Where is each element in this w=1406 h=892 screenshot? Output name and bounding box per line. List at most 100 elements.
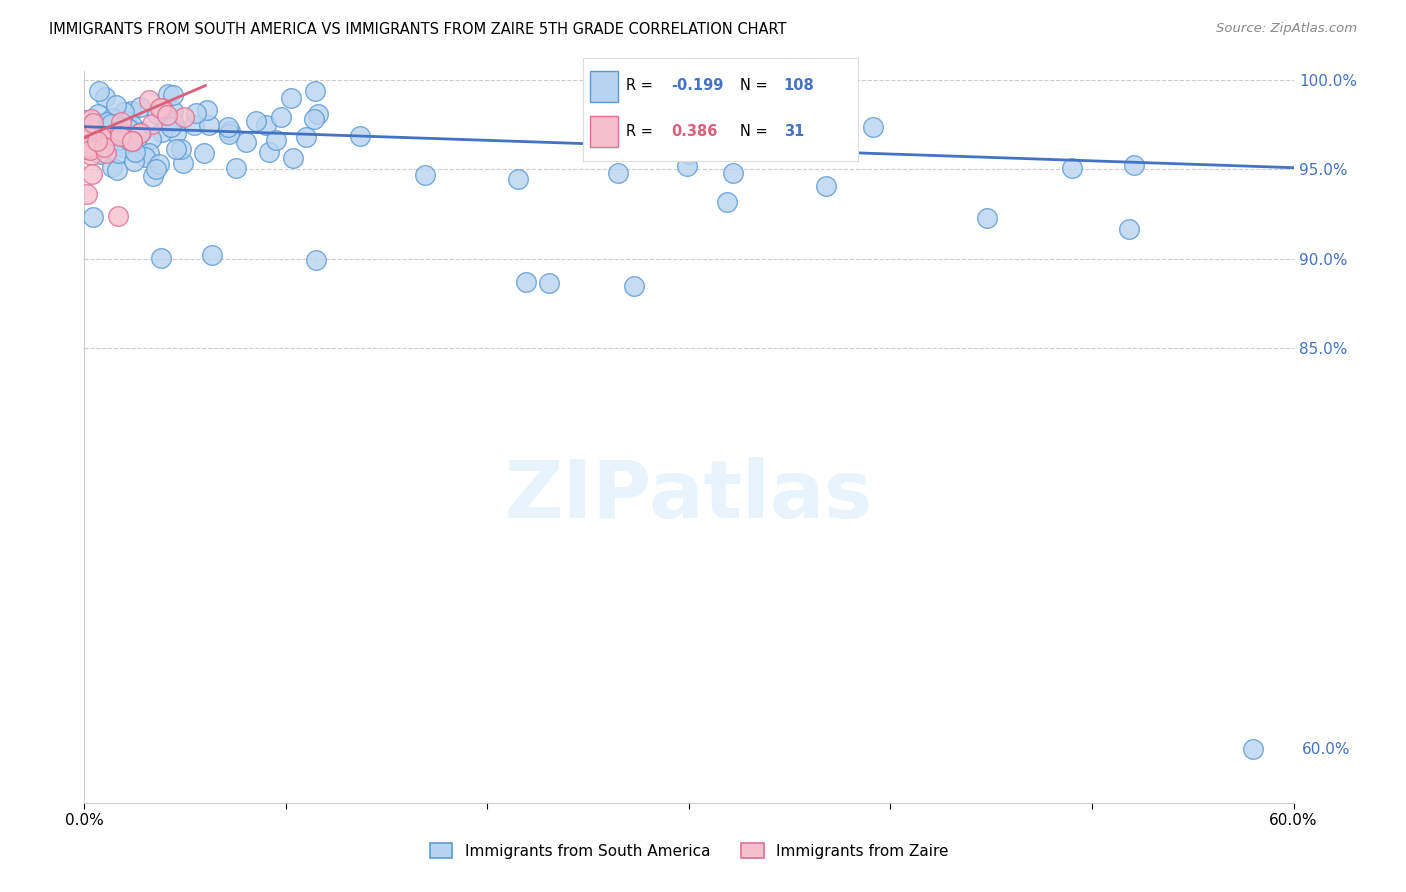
Point	[676, 159, 699, 173]
Point	[79, 126, 101, 140]
Point	[105, 163, 128, 178]
Point	[108, 129, 131, 144]
Point	[110, 120, 132, 134]
Point	[349, 129, 371, 144]
Point	[87, 84, 110, 98]
Point	[89, 147, 111, 161]
Point	[90, 130, 112, 145]
Point	[101, 111, 124, 125]
Point	[148, 157, 170, 171]
Point	[666, 138, 689, 153]
Point	[145, 107, 167, 121]
Point	[515, 275, 537, 289]
Point	[195, 103, 218, 117]
Point	[160, 120, 183, 135]
Point	[976, 211, 998, 226]
Point	[107, 145, 129, 160]
Point	[138, 146, 160, 161]
Point	[636, 127, 658, 141]
Point	[172, 156, 194, 170]
Point	[721, 166, 744, 180]
Point	[87, 107, 110, 121]
Point	[193, 146, 215, 161]
Point	[110, 133, 132, 147]
Point	[1118, 222, 1140, 236]
Point	[218, 124, 240, 138]
Point	[86, 136, 108, 150]
Point	[141, 117, 163, 131]
Point	[304, 84, 326, 98]
Point	[114, 119, 136, 133]
Point	[75, 142, 97, 156]
Point	[91, 139, 114, 153]
Point	[169, 143, 191, 157]
Point	[150, 101, 173, 115]
FancyBboxPatch shape	[591, 117, 617, 147]
Text: 60.0%: 60.0%	[1302, 742, 1350, 756]
Point	[138, 93, 160, 107]
Point	[281, 151, 304, 165]
Point	[105, 128, 128, 142]
Point	[155, 113, 177, 128]
Point	[107, 209, 129, 223]
Point	[165, 142, 187, 156]
Point	[107, 133, 129, 147]
Point	[506, 172, 529, 186]
Point	[80, 123, 103, 137]
Point	[77, 140, 100, 154]
Text: R =: R =	[626, 124, 658, 139]
Point	[75, 137, 97, 152]
Point	[716, 195, 738, 210]
Legend: Immigrants from South America, Immigrants from Zaire: Immigrants from South America, Immigrant…	[423, 837, 955, 864]
Point	[186, 105, 208, 120]
Point	[862, 120, 884, 134]
Point	[121, 119, 143, 133]
Point	[87, 132, 110, 146]
Text: N =: N =	[740, 124, 772, 139]
Point	[257, 145, 280, 159]
Point	[80, 167, 103, 181]
Point	[77, 130, 100, 145]
Text: ZIPatlas: ZIPatlas	[505, 457, 873, 534]
Point	[266, 133, 288, 147]
Point	[108, 136, 131, 150]
Text: R =: R =	[626, 78, 658, 93]
Point	[93, 140, 115, 154]
Point	[94, 130, 117, 145]
Point	[150, 125, 173, 139]
Point	[1241, 742, 1264, 756]
Point	[115, 129, 138, 144]
Point	[614, 142, 637, 156]
Point	[80, 112, 103, 127]
Text: IMMIGRANTS FROM SOUTH AMERICA VS IMMIGRANTS FROM ZAIRE 5TH GRADE CORRELATION CHA: IMMIGRANTS FROM SOUTH AMERICA VS IMMIGRA…	[49, 22, 787, 37]
Point	[118, 121, 141, 136]
Point	[103, 111, 125, 125]
Point	[145, 162, 167, 177]
Point	[295, 129, 318, 144]
Point	[1062, 161, 1084, 176]
Point	[623, 279, 645, 293]
Point	[129, 125, 152, 139]
Point	[105, 98, 128, 112]
Point	[270, 110, 292, 124]
Point	[538, 277, 561, 291]
FancyBboxPatch shape	[591, 70, 617, 102]
Point	[254, 118, 277, 132]
Point	[307, 107, 329, 121]
Point	[112, 105, 135, 120]
Point	[198, 118, 221, 132]
Point	[77, 120, 100, 135]
Point	[118, 133, 141, 147]
Point	[125, 136, 148, 150]
Point	[142, 169, 165, 183]
Text: 0.386: 0.386	[671, 124, 717, 139]
Point	[121, 134, 143, 148]
Text: N =: N =	[740, 78, 772, 93]
Point	[280, 91, 302, 105]
Point	[75, 113, 97, 128]
Point	[96, 115, 118, 129]
Text: 31: 31	[783, 124, 804, 139]
Point	[110, 131, 132, 145]
Point	[108, 123, 131, 137]
Point	[814, 178, 837, 193]
